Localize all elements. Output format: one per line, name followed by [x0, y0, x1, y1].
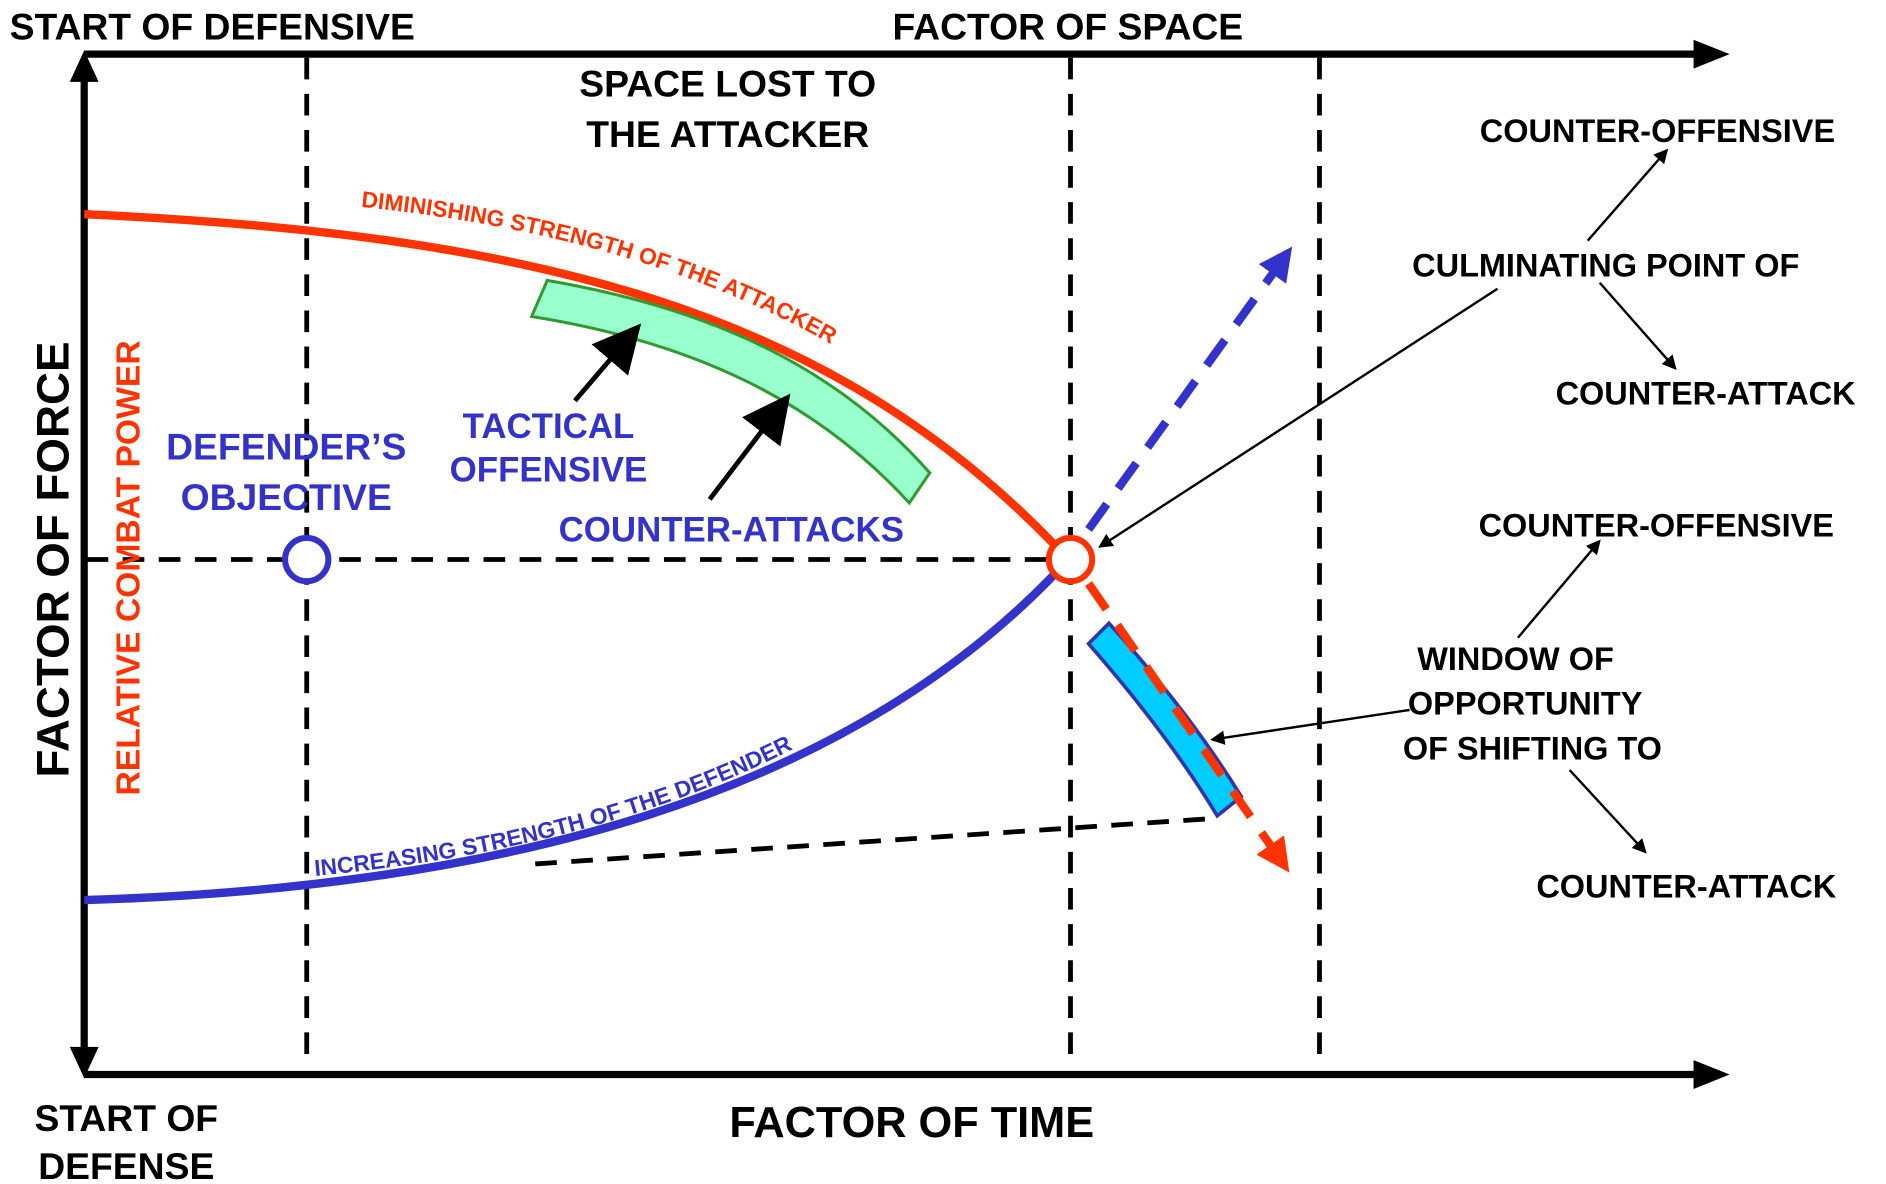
counter-offensive: COUNTER-OFFENSIVE	[1480, 113, 1835, 149]
factor-time: FACTOR OF TIME	[729, 1099, 1094, 1147]
space-lost: SPACE LOST TO	[579, 62, 876, 104]
guide-lines	[86, 57, 1322, 1059]
counter-attack: COUNTER-ATTACK	[1556, 375, 1856, 411]
tactical-label: OFFENSIVE	[450, 450, 648, 489]
defender-curve	[84, 572, 1057, 905]
counter-offensive-arrow	[1085, 246, 1293, 532]
factor-space: FACTOR OF SPACE	[892, 6, 1243, 48]
axes	[69, 39, 1730, 1089]
space-lost: THE ATTACKER	[586, 113, 869, 155]
factor-force: FACTOR OF FORCE	[28, 342, 79, 778]
window-label: OF SHIFTING TO	[1403, 730, 1662, 766]
defender-curve-label: INCREASING STRENGTH OF THE DEFENDER	[313, 730, 796, 881]
counter-offensive: COUNTER-OFFENSIVE	[1479, 508, 1834, 544]
combat-power: RELATIVE COMBAT POWER	[111, 340, 148, 795]
window-label: OPPORTUNITY	[1408, 686, 1643, 722]
start-defensive: START OF DEFENSIVE	[10, 6, 415, 48]
counter-attack: COUNTER-ATTACK	[1536, 869, 1836, 905]
counter-attack-arrow	[1085, 581, 1290, 873]
pointer-arrows	[573, 148, 1677, 854]
defender-curve-label: INCREASING STRENGTH OF THE DEFENDER	[313, 730, 796, 881]
start-defense: START OF	[34, 1097, 218, 1139]
tactical-label: TACTICAL	[463, 407, 635, 446]
window-label: WINDOW OF	[1417, 641, 1614, 677]
window-band	[1086, 620, 1244, 819]
objective-label: OBJECTIVE	[181, 476, 392, 518]
objective-label: DEFENDER’S	[166, 426, 406, 468]
attacker-curve	[84, 209, 1057, 547]
objective-point	[282, 534, 332, 585]
culminating-point	[1045, 534, 1096, 585]
start-defense: DEFENSE	[38, 1145, 214, 1184]
culminating-label: CULMINATING POINT OF	[1412, 248, 1799, 284]
counter-attacks-label: COUNTER-ATTACKS	[559, 510, 904, 549]
